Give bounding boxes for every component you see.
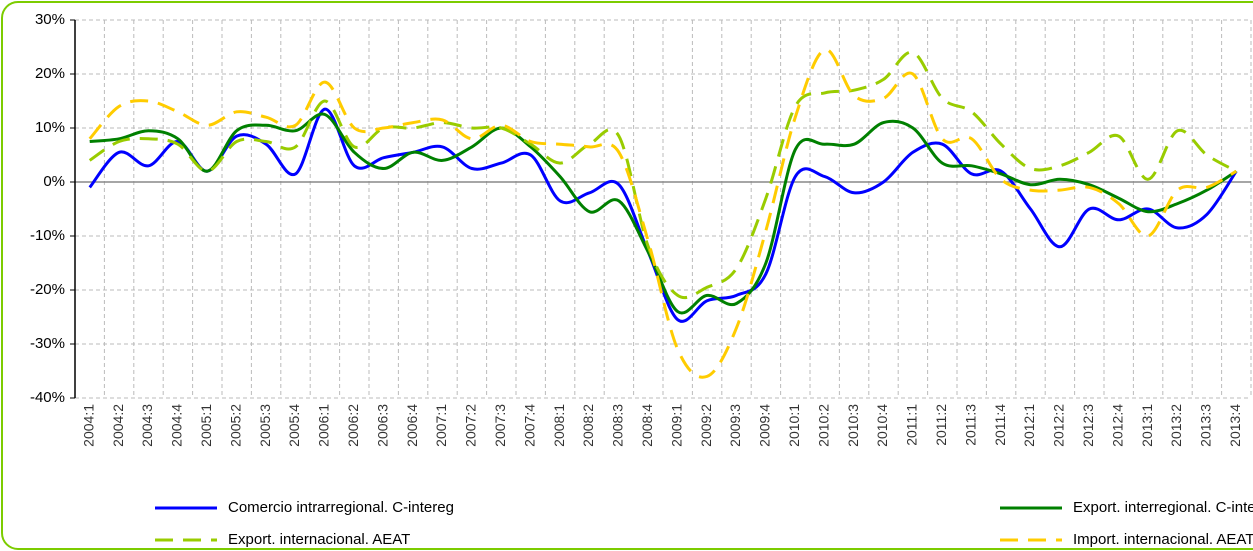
y-tick-label: -20%	[30, 281, 65, 298]
x-tick-label: 2013:1	[1139, 404, 1155, 447]
x-tick-label: 2005:2	[227, 404, 243, 447]
y-tick-label: 10%	[35, 119, 65, 136]
y-tick-label: -10%	[30, 227, 65, 244]
x-tick-label: 2004:2	[110, 404, 126, 447]
x-tick-label: 2013:2	[1168, 404, 1184, 447]
x-tick-label: 2011:1	[904, 404, 920, 446]
x-tick-label: 2008:1	[551, 404, 567, 447]
x-tick-label: 2005:3	[257, 404, 273, 447]
legend-label: Export. interregional. C-intereg	[1073, 499, 1253, 516]
legend-label: Import. internacional. AEAT	[1073, 531, 1253, 548]
x-tick-label: 2008:2	[580, 404, 596, 447]
x-tick-label: 2010:2	[815, 404, 831, 447]
y-tick-label: -40%	[30, 389, 65, 406]
legend-label: Export. internacional. AEAT	[228, 531, 410, 548]
x-tick-label: 2006:4	[404, 404, 420, 447]
x-tick-label: 2009:2	[698, 404, 714, 447]
x-tick-label: 2010:1	[786, 404, 802, 447]
y-tick-label: 0%	[43, 173, 65, 190]
series-line	[88, 48, 1238, 379]
x-tick-label: 2009:3	[727, 404, 743, 447]
x-tick-label: 2005:4	[286, 404, 302, 447]
x-tick-label: 2013:3	[1198, 404, 1214, 447]
x-tick-label: 2010:3	[845, 404, 861, 447]
x-tick-label: 2006:1	[316, 404, 332, 447]
x-tick-label: 2013:4	[1227, 404, 1243, 447]
series-line	[89, 112, 1238, 315]
y-tick-label: 30%	[35, 11, 65, 28]
x-tick-label: 2011:2	[933, 404, 949, 446]
legend-label: Comercio intrarregional. C-intereg	[228, 499, 454, 516]
x-tick-label: 2004:3	[139, 404, 155, 447]
x-tick-label: 2012:4	[1109, 404, 1125, 447]
x-tick-label: 2006:3	[374, 404, 390, 447]
x-tick-label: 2007:1	[433, 404, 449, 447]
x-tick-label: 2004:4	[169, 404, 185, 447]
x-tick-label: 2004:1	[80, 404, 96, 447]
x-tick-label: 2009:4	[757, 404, 773, 447]
series-line	[88, 107, 1238, 323]
x-tick-label: 2012:3	[1080, 404, 1096, 447]
x-tick-label: 2008:3	[610, 404, 626, 447]
x-tick-label: 2011:4	[992, 404, 1008, 446]
x-tick-label: 2010:4	[874, 404, 890, 447]
x-tick-label: 2012:1	[1021, 404, 1037, 447]
x-tick-label: 2007:2	[463, 404, 479, 447]
x-tick-label: 2009:1	[668, 404, 684, 447]
x-tick-label: 2011:3	[962, 404, 978, 446]
x-tick-label: 2008:4	[639, 404, 655, 447]
x-tick-label: 2007:3	[492, 404, 508, 447]
y-tick-label: -30%	[30, 335, 65, 352]
series-line	[88, 50, 1238, 300]
x-tick-label: 2007:4	[521, 404, 537, 447]
x-tick-label: 2012:2	[1051, 404, 1067, 447]
x-tick-label: 2005:1	[198, 404, 214, 447]
x-tick-label: 2006:2	[345, 404, 361, 447]
y-tick-label: 20%	[35, 65, 65, 82]
